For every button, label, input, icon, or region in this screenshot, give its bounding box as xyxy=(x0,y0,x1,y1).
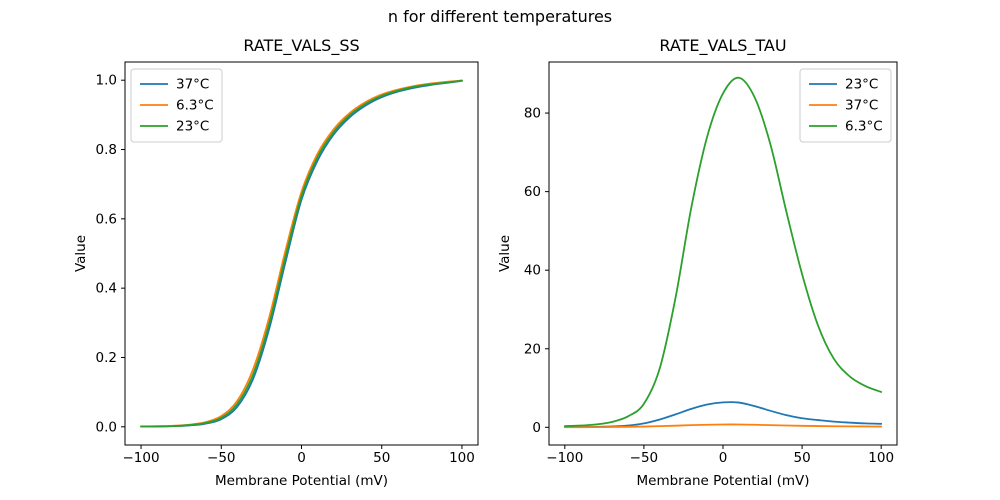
x-tick-label: −100 xyxy=(546,450,583,466)
x-tick-label: 100 xyxy=(449,450,475,466)
legend-label-6.3c: 6.3°C xyxy=(176,98,214,114)
y-tick-label: 1.0 xyxy=(96,73,117,89)
legend-label-37c: 37°C xyxy=(176,77,209,93)
subplot-title: RATE_VALS_TAU xyxy=(659,36,786,56)
figure-suptitle: n for different temperatures xyxy=(387,7,613,26)
x-tick-label: 0 xyxy=(297,450,306,466)
legend-label-6.3c: 6.3°C xyxy=(845,119,883,135)
y-tick-label: 60 xyxy=(524,184,541,200)
y-axis-label: Value xyxy=(497,235,513,272)
series-line-23c xyxy=(140,79,463,428)
legend-label-37c: 37°C xyxy=(845,98,878,114)
y-tick-label: 20 xyxy=(524,341,541,357)
series-line-37c xyxy=(563,423,883,429)
legend-box xyxy=(130,68,223,143)
y-tick-label: 0.4 xyxy=(96,281,117,297)
x-tick-label: −100 xyxy=(122,450,159,466)
subplot-title: RATE_VALS_SS xyxy=(243,36,359,56)
legend-box xyxy=(799,68,892,143)
x-tick-label: −50 xyxy=(630,450,659,466)
y-tick-label: 40 xyxy=(524,263,541,279)
series-line-6.3c xyxy=(563,76,883,428)
subplot-rate-vals-ss: −100 −50 0 50 100 0.0 0.2 0.4 0.6 0.8 1.0 RATE_VALS… xyxy=(73,36,479,489)
y-tick-label: 0.0 xyxy=(96,419,117,435)
x-tick-label: 100 xyxy=(868,450,894,466)
series-line-23c xyxy=(563,401,883,429)
x-axis-label: Membrane Potential (mV) xyxy=(215,473,388,489)
legend-label-23c: 23°C xyxy=(845,77,878,93)
x-tick-label: 50 xyxy=(373,450,390,466)
y-tick-label: 0.8 xyxy=(96,142,117,158)
y-tick-label: 0.2 xyxy=(96,350,117,366)
x-axis-label: Membrane Potential (mV) xyxy=(636,473,809,489)
x-tick-label: 0 xyxy=(719,450,728,466)
y-tick-label: 0 xyxy=(532,420,541,436)
y-tick-label: 0.6 xyxy=(96,211,117,227)
x-tick-label: 50 xyxy=(793,450,810,466)
y-tick-label: 80 xyxy=(524,106,541,122)
y-axis-label: Value xyxy=(73,235,89,272)
x-tick-label: −50 xyxy=(207,450,236,466)
legend-label-23c: 23°C xyxy=(176,119,209,135)
subplot-rate-vals-tau: −100 −50 0 50 100 0 20 40 60 80 RATE_VALS_TAU Membr… xyxy=(497,36,898,489)
